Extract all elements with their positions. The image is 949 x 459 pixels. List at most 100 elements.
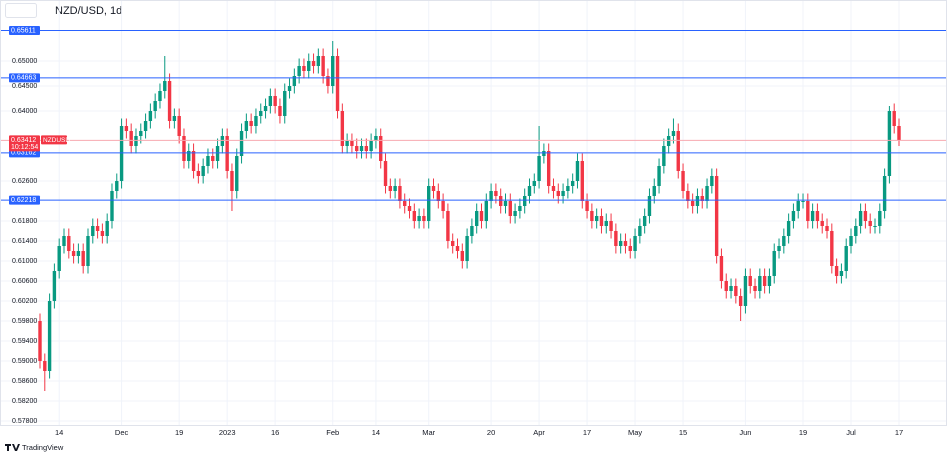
candle-body xyxy=(825,226,829,231)
candle-body xyxy=(383,161,388,186)
candle-body xyxy=(748,276,752,286)
candle-body xyxy=(350,141,354,146)
symbol-label-bg xyxy=(41,135,67,145)
candle-body xyxy=(220,136,225,146)
candle-body xyxy=(206,156,210,166)
candle-body xyxy=(532,181,536,186)
level-label-bg xyxy=(9,73,40,83)
candle-body xyxy=(364,146,369,151)
candle-body xyxy=(148,111,153,121)
candle-body xyxy=(676,131,680,171)
candle-body xyxy=(244,121,249,131)
candle-body xyxy=(580,161,584,201)
candle-body xyxy=(518,206,522,211)
candle-body xyxy=(86,236,90,266)
candle-body xyxy=(388,186,393,191)
y-tick-label: 0.60200 xyxy=(12,298,37,305)
candle-body xyxy=(100,231,105,236)
candle-body xyxy=(187,151,191,161)
candle-body xyxy=(230,171,234,191)
candle-body xyxy=(753,286,757,291)
x-tick-label: 17 xyxy=(583,428,591,437)
candle-body xyxy=(292,76,297,86)
candle-body xyxy=(537,156,541,181)
candle-body xyxy=(302,66,306,71)
candle-body xyxy=(777,246,781,251)
candle-body xyxy=(873,226,877,227)
candle-body xyxy=(177,116,181,136)
candle-body xyxy=(681,171,685,191)
x-tick-label: 17 xyxy=(895,428,903,437)
candle-body xyxy=(211,156,215,161)
candle-body xyxy=(503,201,508,206)
y-tick-label: 0.58600 xyxy=(12,378,37,385)
candle-body xyxy=(858,211,863,226)
candle-body xyxy=(239,131,244,156)
candle-body xyxy=(479,211,484,221)
candle-body xyxy=(566,186,570,191)
candle-body xyxy=(431,186,436,191)
candle-body xyxy=(134,136,138,146)
candle-body xyxy=(844,246,848,271)
chart-title: NZD/USD, 1d xyxy=(55,5,122,17)
candle-body xyxy=(105,221,109,236)
candle-body xyxy=(868,221,872,226)
candle-body xyxy=(542,151,546,156)
candle-body xyxy=(335,56,340,111)
candle-body xyxy=(225,136,229,171)
candle-body xyxy=(465,236,469,261)
candle-body xyxy=(786,221,791,236)
candle-body xyxy=(815,211,820,221)
candle-body xyxy=(129,131,133,146)
y-tick-label: 0.60600 xyxy=(12,278,37,285)
candle-body xyxy=(892,111,896,126)
candle-body xyxy=(474,211,479,226)
x-tick-label: 15 xyxy=(679,428,687,437)
level-label-bg xyxy=(9,195,40,205)
candle-body xyxy=(570,181,575,186)
candle-body xyxy=(498,196,503,206)
candle-body xyxy=(796,201,800,211)
candle-body xyxy=(201,166,205,176)
candle-body xyxy=(62,236,66,246)
candle-body xyxy=(215,146,220,161)
x-tick-label: 14 xyxy=(55,428,63,437)
candle-body xyxy=(494,191,498,196)
candle-body xyxy=(546,151,551,186)
candle-body xyxy=(311,61,316,66)
candle-body xyxy=(604,221,608,226)
candle-body xyxy=(297,66,301,76)
candle-body xyxy=(412,211,417,221)
candle-body xyxy=(561,191,565,196)
candle-body xyxy=(767,276,772,286)
candle-body xyxy=(638,226,642,236)
candle-body xyxy=(196,171,201,176)
candle-body xyxy=(585,201,589,211)
candle-body xyxy=(374,136,378,141)
candle-body xyxy=(513,211,517,216)
candle-body xyxy=(820,221,824,226)
candle-body xyxy=(897,126,901,141)
candle-body xyxy=(153,101,157,111)
x-tick-label: Mar xyxy=(422,428,435,437)
candle-body xyxy=(355,146,359,151)
candle-body xyxy=(724,281,728,291)
candle-body xyxy=(666,136,671,146)
y-tick-label: 0.58200 xyxy=(12,398,37,405)
candle-body xyxy=(743,276,748,306)
candle-body xyxy=(287,86,292,91)
candle-body xyxy=(700,196,704,201)
candle-body xyxy=(115,181,119,191)
candle-body xyxy=(806,201,810,221)
candle-body xyxy=(887,111,892,176)
candle-body xyxy=(52,271,57,301)
candle-body xyxy=(772,251,776,276)
candle-body xyxy=(158,91,162,101)
y-tick-label: 0.65000 xyxy=(12,58,37,65)
candle-body xyxy=(522,196,527,206)
candle-body xyxy=(484,201,488,221)
candle-body xyxy=(403,201,407,206)
candle-body xyxy=(259,111,263,116)
